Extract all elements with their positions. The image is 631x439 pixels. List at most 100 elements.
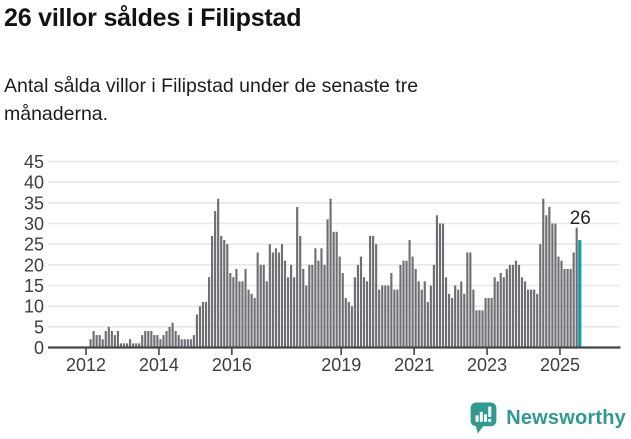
bar — [502, 277, 505, 348]
bar — [396, 289, 399, 348]
bar — [259, 264, 262, 348]
bar — [572, 252, 575, 348]
bar — [132, 343, 135, 348]
bar — [539, 244, 542, 348]
bar — [98, 335, 101, 348]
bar — [211, 235, 214, 348]
x-tick-label: 2023 — [467, 355, 507, 375]
bar — [551, 223, 554, 348]
bar — [195, 314, 198, 348]
bar — [174, 330, 177, 348]
bar — [223, 240, 226, 348]
bar — [432, 264, 435, 348]
bar — [290, 264, 293, 348]
bar — [198, 306, 202, 348]
bar — [356, 264, 360, 348]
bar — [381, 285, 384, 348]
bar — [144, 330, 147, 348]
bar — [493, 277, 496, 348]
bar — [329, 198, 332, 348]
bar — [484, 297, 487, 348]
bar — [122, 343, 126, 348]
bar — [560, 260, 563, 348]
bar — [326, 219, 329, 348]
bar — [180, 339, 183, 348]
bar — [533, 289, 536, 348]
bar — [472, 289, 475, 348]
page-title: 26 villor såldes i Filipstad — [4, 4, 302, 32]
bar — [505, 268, 508, 348]
bar — [469, 252, 472, 348]
bar — [557, 256, 560, 348]
bar — [511, 264, 514, 348]
bar — [244, 268, 247, 348]
x-tick-label: 2014 — [139, 355, 179, 375]
bar — [92, 330, 95, 348]
bar — [138, 343, 141, 348]
bar — [317, 260, 320, 348]
bar — [369, 235, 372, 348]
bar — [192, 335, 195, 348]
bar — [566, 268, 569, 348]
bar — [341, 273, 344, 348]
bar — [256, 252, 259, 348]
bar — [320, 248, 323, 348]
newsworthy-logo-icon — [470, 402, 497, 434]
bar — [523, 281, 527, 348]
bar — [478, 310, 481, 348]
bar — [372, 235, 375, 348]
bar — [119, 343, 123, 348]
y-tick-label: 20 — [24, 255, 44, 275]
bar — [274, 248, 277, 348]
bar — [305, 285, 308, 348]
bar — [575, 227, 578, 348]
bar — [277, 252, 281, 348]
bar — [296, 206, 299, 348]
bar — [429, 285, 432, 348]
bar — [545, 215, 548, 348]
bar — [508, 264, 511, 348]
bar — [475, 310, 478, 348]
bar — [423, 281, 426, 348]
bar — [201, 302, 205, 348]
bar — [569, 268, 572, 348]
bar — [332, 231, 335, 348]
bar — [311, 264, 314, 348]
bar — [411, 256, 414, 348]
x-tick-label: 2025 — [540, 355, 580, 375]
newsworthy-brand[interactable]: Newsworthy — [470, 402, 626, 435]
bar — [454, 285, 457, 348]
bar — [101, 339, 104, 348]
bar — [229, 273, 232, 348]
y-tick-label: 0 — [34, 338, 44, 358]
bar — [226, 244, 229, 348]
x-tick-label: 2019 — [321, 355, 361, 375]
bar — [232, 277, 235, 348]
bar — [417, 281, 420, 348]
bar — [414, 268, 417, 348]
bar — [247, 289, 250, 348]
bar — [280, 244, 284, 348]
bar — [204, 302, 208, 348]
y-tick-label: 10 — [24, 297, 44, 317]
bar — [499, 273, 502, 348]
bar — [362, 277, 366, 348]
bar — [517, 264, 521, 348]
bar — [399, 264, 402, 348]
bar — [95, 335, 98, 348]
bar — [384, 285, 387, 348]
bar — [402, 260, 405, 348]
bar — [113, 335, 116, 348]
bar — [426, 302, 429, 348]
bar — [378, 289, 381, 348]
bar — [141, 335, 144, 348]
bar — [150, 330, 153, 348]
bar — [520, 277, 524, 348]
bar — [536, 293, 539, 348]
bar — [335, 231, 338, 348]
bar — [135, 343, 138, 348]
bar — [302, 268, 305, 348]
bar — [125, 343, 129, 348]
